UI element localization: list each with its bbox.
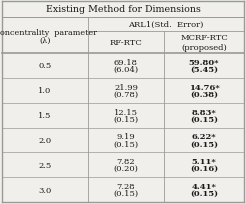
Text: (0.15): (0.15)	[113, 140, 138, 148]
Text: (0.15): (0.15)	[190, 140, 218, 148]
Text: 0.5: 0.5	[38, 62, 52, 70]
Text: 1.0: 1.0	[38, 87, 52, 95]
Text: 5.11*: 5.11*	[192, 157, 216, 165]
Text: 59.80*: 59.80*	[189, 59, 219, 67]
Text: (0.15): (0.15)	[190, 189, 218, 197]
Text: 12.15: 12.15	[114, 108, 138, 116]
Text: (5.45): (5.45)	[190, 66, 218, 74]
Text: 6.22*: 6.22*	[192, 133, 216, 141]
Text: 14.76*: 14.76*	[189, 83, 219, 91]
Text: (0.20): (0.20)	[114, 164, 138, 172]
Text: (λ): (λ)	[39, 37, 51, 45]
Text: 9.19: 9.19	[117, 133, 135, 141]
Text: 8.83*: 8.83*	[192, 108, 216, 116]
Text: MCRF-RTC
(proposed): MCRF-RTC (proposed)	[180, 34, 228, 51]
Text: 4.41*: 4.41*	[192, 182, 216, 190]
Text: 2.0: 2.0	[38, 136, 52, 144]
Text: (0.38): (0.38)	[190, 90, 218, 98]
Text: Noncentrality  parameter: Noncentrality parameter	[0, 29, 97, 37]
Text: 7.28: 7.28	[117, 182, 135, 190]
Text: 7.82: 7.82	[117, 157, 135, 165]
Text: (0.15): (0.15)	[113, 189, 138, 197]
Text: (0.16): (0.16)	[190, 164, 218, 172]
Text: 69.18: 69.18	[114, 59, 138, 67]
Text: 2.5: 2.5	[38, 161, 52, 169]
Text: ARL1(Std.  Error): ARL1(Std. Error)	[128, 21, 204, 29]
Text: 21.99: 21.99	[114, 83, 138, 91]
Text: RF-RTC: RF-RTC	[110, 39, 142, 47]
Text: (6.04): (6.04)	[113, 66, 138, 74]
Text: 3.0: 3.0	[38, 186, 52, 194]
Text: 1.5: 1.5	[38, 112, 52, 120]
Text: (0.78): (0.78)	[113, 90, 138, 98]
Text: (0.15): (0.15)	[113, 115, 138, 123]
Text: (0.15): (0.15)	[190, 115, 218, 123]
Text: Existing Method for Dimensions: Existing Method for Dimensions	[46, 6, 200, 14]
